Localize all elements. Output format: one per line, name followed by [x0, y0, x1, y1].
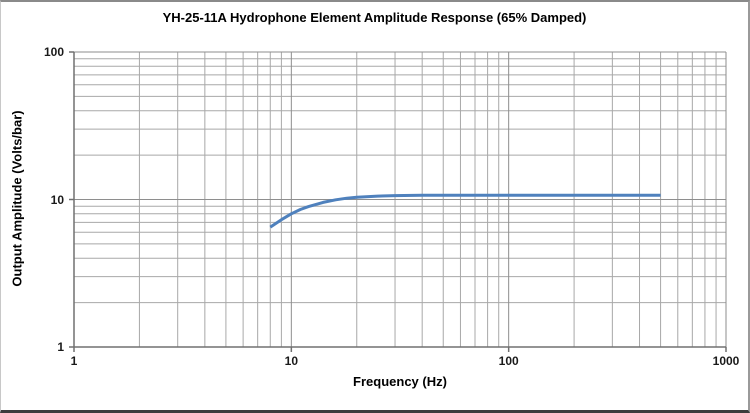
x-axis-tick-label: 1	[70, 354, 78, 368]
x-axis-tick-label: 10	[284, 354, 299, 368]
series-line-amplitude-response	[269, 193, 661, 229]
y-axis-tick-label: 1	[57, 340, 64, 354]
x-axis-title: Frequency (Hz)	[353, 374, 447, 389]
y-axis-tick-label: 100	[43, 45, 64, 59]
x-axis-tick-label: 100	[498, 354, 519, 368]
y-axis-tick-label: 10	[50, 192, 64, 207]
x-axis-tick-label: 1000	[712, 354, 740, 368]
chart-title: YH-25-11A Hydrophone Element Amplitude R…	[162, 10, 587, 25]
